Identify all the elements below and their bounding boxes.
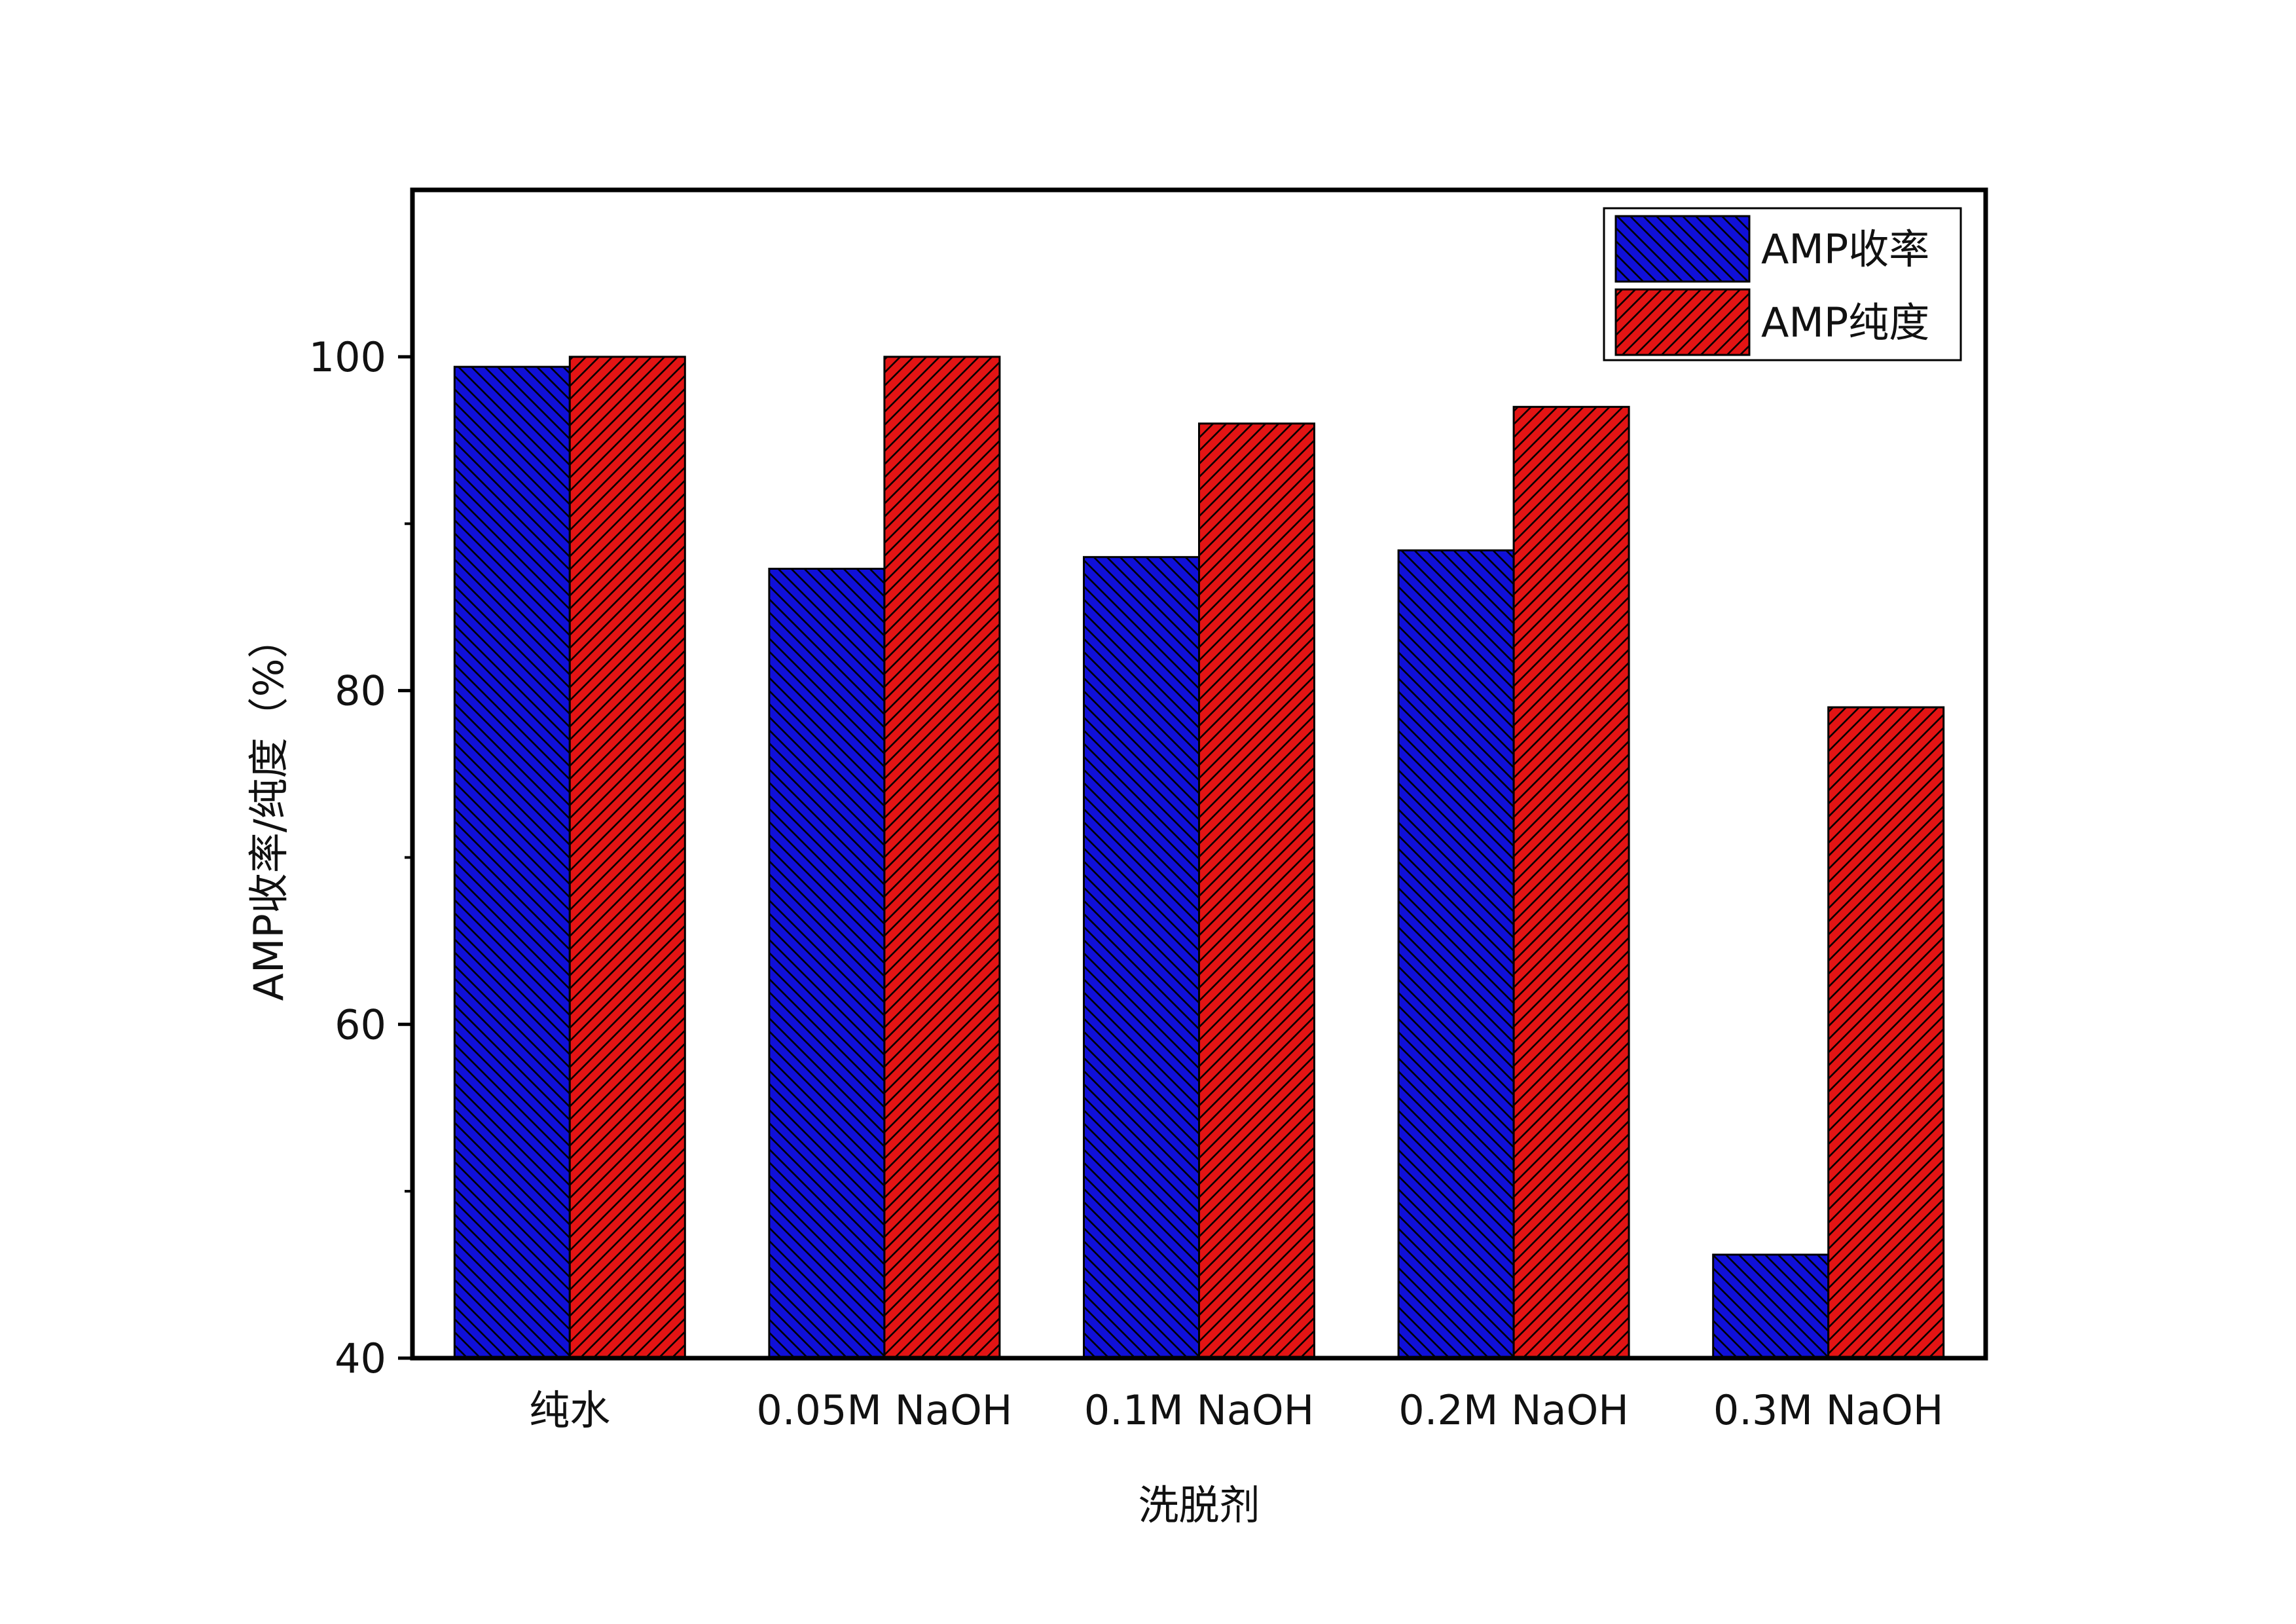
bar-0-4 bbox=[1712, 1253, 1830, 1359]
bar-0-3 bbox=[1397, 549, 1515, 1359]
bar-1-3 bbox=[1512, 405, 1630, 1359]
bar-0-2 bbox=[1083, 556, 1200, 1359]
x-tick-label: 纯水 bbox=[529, 1386, 610, 1434]
bar-hatch bbox=[883, 356, 1001, 1359]
y-axis-title: AMP收率/纯度（%） bbox=[245, 618, 293, 1001]
bar-hatch bbox=[768, 568, 886, 1359]
bar-0-0 bbox=[453, 365, 571, 1359]
plot-frame bbox=[410, 187, 1988, 1361]
bar-0-1 bbox=[768, 568, 886, 1359]
bar-1-1 bbox=[883, 356, 1001, 1359]
y-tick-label: 40 bbox=[335, 1335, 386, 1382]
legend-entry-0: AMP收率 bbox=[1614, 215, 1929, 283]
bar-hatch bbox=[1083, 556, 1200, 1359]
legend: AMP收率 AMP纯度 bbox=[1603, 207, 1962, 361]
bar-hatch bbox=[1712, 1253, 1830, 1359]
x-tick-label: 0.2M NaOH bbox=[1398, 1386, 1629, 1434]
x-tick-label: 0.1M NaOH bbox=[1084, 1386, 1315, 1434]
x-axis-title: 洗脱剂 bbox=[1138, 1481, 1260, 1529]
bar-hatch bbox=[1198, 422, 1315, 1359]
bar-hatch bbox=[453, 365, 571, 1359]
bar-hatch bbox=[1512, 405, 1630, 1359]
labels-layer: 洗脱剂 AMP收率/纯度（%） bbox=[245, 618, 1260, 1529]
legend-swatch-hatch bbox=[1614, 288, 1751, 356]
x-tick-label: 0.3M NaOH bbox=[1713, 1386, 1944, 1434]
y-tick-label: 60 bbox=[335, 1001, 386, 1048]
bar-1-2 bbox=[1198, 422, 1315, 1359]
legend-swatch-hatch bbox=[1614, 215, 1751, 283]
bars-layer bbox=[453, 356, 1945, 1359]
legend-entry-1: AMP纯度 bbox=[1614, 288, 1929, 356]
y-tick-label: 100 bbox=[309, 333, 386, 381]
legend-label: AMP纯度 bbox=[1761, 299, 1929, 346]
x-tick-label: 0.05M NaOH bbox=[756, 1386, 1012, 1434]
bar-hatch bbox=[1827, 706, 1945, 1359]
bar-hatch bbox=[568, 356, 686, 1359]
axes-layer: 40 60 80 100 纯水 0.05M NaOH 0.1M NaOH 0.2M NaOH 0… bbox=[309, 187, 1988, 1434]
bar-1-0 bbox=[568, 356, 686, 1359]
bar-1-4 bbox=[1827, 706, 1945, 1359]
bar-hatch bbox=[1397, 549, 1515, 1359]
legend-label: AMP收率 bbox=[1761, 225, 1929, 273]
y-tick-label: 80 bbox=[335, 667, 386, 715]
